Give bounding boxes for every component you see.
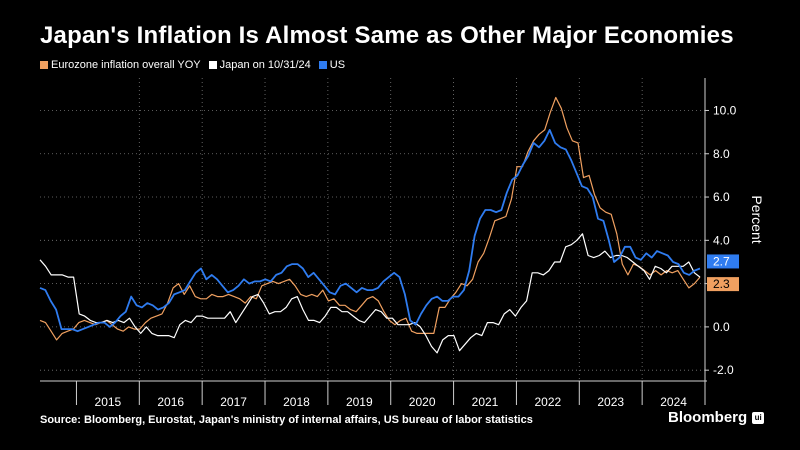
legend-item-eurozone: Eurozone inflation overall YOY — [40, 59, 201, 71]
brand-name: Bloomberg — [668, 409, 748, 426]
y-tick-label-6: 10.0 — [713, 103, 737, 117]
series-line-eurozone — [39, 96, 701, 341]
legend-label-japan: Japan on 10/31/24 — [219, 59, 311, 71]
end-label-us: 2.7 — [713, 254, 730, 268]
x-tick-label-0: 2015 — [95, 395, 122, 409]
legend-swatch-eurozone — [40, 61, 48, 69]
x-tick-label-2: 2017 — [220, 395, 247, 409]
legend-label-eurozone: Eurozone inflation overall YOY — [51, 59, 201, 71]
end-label-eurozone: 2.3 — [713, 277, 730, 291]
legend-label-us: US — [329, 59, 346, 71]
x-tick-label-3: 2018 — [283, 395, 310, 409]
legend-item-japan: Japan on 10/31/24 — [208, 59, 311, 71]
brand-logo: Bloomberg ui — [668, 409, 765, 426]
y-tick-label-5: 8.0 — [713, 147, 730, 161]
end-label-box-eurozone — [707, 277, 739, 292]
legend-swatch-us — [318, 61, 327, 69]
series-line-japan — [39, 233, 701, 354]
legend: Eurozone inflation overall YOY Japan on … — [40, 59, 345, 71]
source-note: Source: Bloomberg, Eurostat, Japan's min… — [40, 414, 533, 426]
x-tick-label-8: 2023 — [597, 395, 624, 409]
brand-icon: ui — [752, 411, 765, 424]
y-tick-label-1: 0.0 — [713, 320, 730, 334]
y-tick-label-0: -2.0 — [713, 363, 734, 377]
x-tick-label-6: 2021 — [472, 395, 499, 409]
legend-swatch-japan — [208, 61, 217, 69]
legend-item-us: US — [318, 59, 346, 71]
x-tick-label-5: 2020 — [409, 395, 436, 409]
y-axis-title: Percent — [749, 195, 765, 243]
end-label-box-us — [707, 254, 739, 269]
chart-title: Japan's Inflation Is Almost Same as Othe… — [40, 22, 734, 49]
y-tick-label-3: 4.0 — [713, 233, 730, 247]
x-tick-label-1: 2016 — [157, 395, 184, 409]
x-tick-label-9: 2024 — [660, 395, 687, 409]
x-tick-label-4: 2019 — [346, 395, 373, 409]
series-line-us — [39, 128, 701, 333]
y-tick-label-4: 6.0 — [713, 190, 730, 204]
x-tick-label-7: 2022 — [535, 395, 562, 409]
